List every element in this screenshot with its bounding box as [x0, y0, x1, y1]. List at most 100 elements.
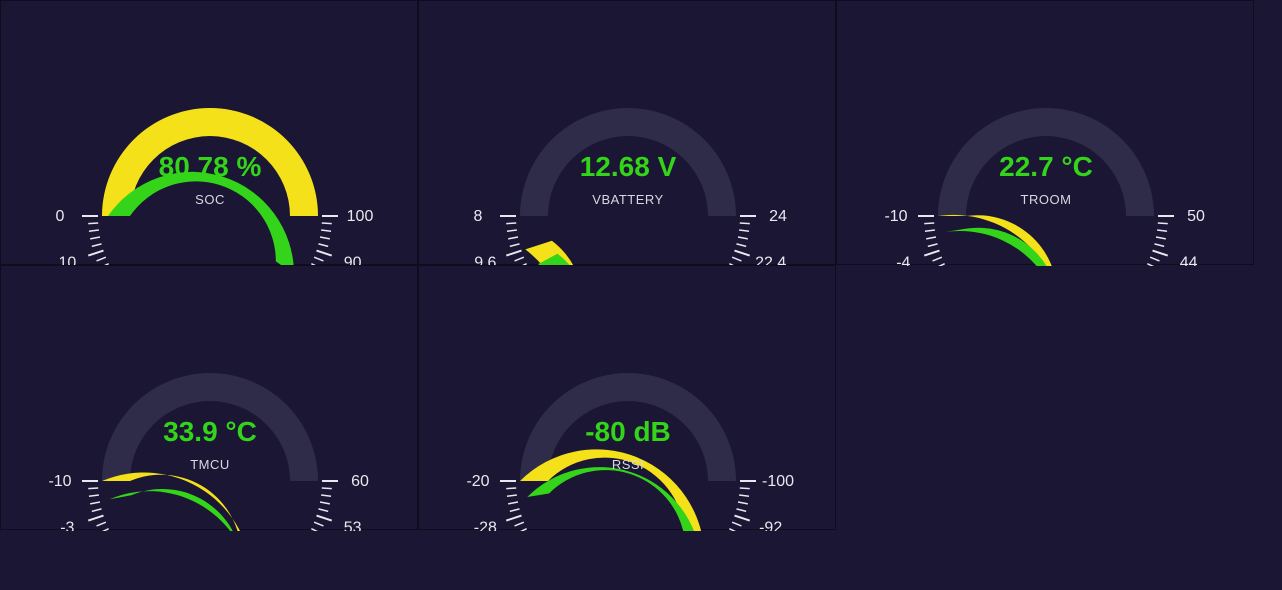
gauge-tick-label: -20 [466, 473, 489, 490]
gauge-minor-tick [510, 244, 520, 246]
gauge-major-tick [924, 251, 939, 256]
gauge-minor-tick [1150, 257, 1159, 261]
gauge-value: 22.7 °C [999, 151, 1093, 182]
gauge-minor-tick [736, 509, 746, 511]
gauge-minor-tick [507, 230, 517, 231]
gauge-tick-label: 0 [56, 208, 65, 225]
gauge-minor-tick [1157, 230, 1167, 231]
gauge-minor-tick [740, 223, 750, 224]
gauge-major-tick [88, 251, 103, 256]
gauge-minor-tick [510, 509, 520, 511]
gauge-minor-tick [515, 522, 524, 526]
gauge-minor-tick [732, 522, 741, 526]
gauge-tick-label: 100 [347, 208, 374, 225]
gauge-cell-soc: 010203040506070809010080.78 %SOC [0, 0, 418, 265]
gauge-major-tick [88, 516, 103, 521]
gauge-minor-tick [738, 237, 748, 239]
gauge-minor-tick [1154, 244, 1164, 246]
gauge-minor-tick [88, 488, 98, 489]
gauge-minor-tick [928, 244, 938, 246]
gauge-label: VBATTERY [592, 192, 663, 207]
gauge-major-tick [735, 516, 750, 521]
gauge-minor-tick [92, 509, 102, 511]
gauge-tick-label: 60 [351, 473, 369, 490]
gauge-cell-vbattery: 89.611.212.814.41617.619.220.822.42412.6… [418, 0, 836, 265]
gauge-minor-tick [89, 495, 99, 496]
gauge-minor-tick [314, 522, 323, 526]
gauge-minor-tick [507, 495, 517, 496]
gauge-tick-label: 44 [1180, 254, 1198, 266]
gauge-tick-label: -10 [48, 473, 71, 490]
gauge-tick-label: 24 [769, 208, 787, 225]
gauge-minor-tick [739, 230, 749, 231]
gauge-minor-tick [92, 244, 102, 246]
gauge-minor-tick [936, 264, 945, 266]
gauge-minor-tick [97, 257, 106, 261]
gauge-tick-label: 53 [344, 519, 362, 531]
gauge-major-tick [317, 516, 332, 521]
gauge-minor-tick [321, 230, 331, 231]
gauge-minor-tick [732, 257, 741, 261]
gauge-minor-tick [320, 502, 330, 504]
gauge-minor-tick [738, 502, 748, 504]
gauge-minor-tick [924, 223, 934, 224]
gauge-minor-tick [740, 488, 750, 489]
gauge-value: 33.9 °C [163, 416, 257, 447]
gauge-major-tick [317, 251, 332, 256]
gauge-green-band [108, 172, 294, 266]
gauge-value: 80.78 % [159, 151, 262, 182]
gauge-tick-label: -10 [884, 208, 907, 225]
gauge-minor-tick [311, 529, 320, 531]
gauge-minor-tick [729, 529, 738, 531]
gauge-minor-tick [515, 257, 524, 261]
gauge-minor-tick [89, 230, 99, 231]
gauge-label: RSSI [612, 457, 644, 472]
gauge-minor-tick [90, 502, 100, 504]
gauge-minor-tick [508, 502, 518, 504]
gauge-minor-tick [88, 223, 98, 224]
gauge-value: 12.68 V [580, 151, 677, 182]
gauge-minor-tick [97, 522, 106, 526]
gauge-major-tick [1153, 251, 1168, 256]
gauge-tick-label: -4 [896, 254, 910, 266]
gauge-minor-tick [736, 244, 746, 246]
gauge-label: TMCU [190, 457, 230, 472]
gauge-minor-tick [90, 237, 100, 239]
gauge-minor-tick [318, 244, 328, 246]
gauge-value: -80 dB [585, 416, 671, 447]
gauge-cell-troom: -10-4281420263238445022.7 °CTROOM [836, 0, 1254, 265]
gauge-tick-label: 8 [474, 208, 483, 225]
gauge-tick-label: -100 [762, 473, 794, 490]
gauge-yellow-band [102, 472, 252, 531]
gauge-major-tick [735, 251, 750, 256]
gauge-minor-tick [518, 529, 527, 531]
gauge-minor-tick [1156, 237, 1166, 239]
gauge-cell-tmcu: -10-34111825323946536033.9 °CTMCU [0, 265, 418, 530]
gauge-green-band [527, 467, 700, 531]
gauge-tick-label: -3 [60, 519, 74, 531]
gauge-minor-tick [739, 495, 749, 496]
gauge-tick-label: -28 [474, 519, 497, 531]
gauge-major-tick [506, 251, 521, 256]
gauge-tick-label: -92 [759, 519, 782, 531]
gauge-label: TROOM [1021, 192, 1072, 207]
gauge-green-band [110, 489, 250, 531]
gauge-yellow-band [938, 215, 1061, 266]
gauge-tick-label: 50 [1187, 208, 1205, 225]
gauge-grid: 010203040506070809010080.78 %SOC89.611.2… [0, 0, 1282, 530]
gauge-cell-rssi: -20-28-36-44-52-60-68-76-84-92-100-80 dB… [418, 265, 836, 530]
gauge-minor-tick [322, 488, 332, 489]
gauge-minor-tick [100, 529, 109, 531]
gauge-minor-tick [925, 230, 935, 231]
gauge-minor-tick [1158, 223, 1168, 224]
gauge-minor-tick [322, 223, 332, 224]
gauge-major-tick [506, 516, 521, 521]
gauge-minor-tick [508, 237, 518, 239]
gauge-minor-tick [320, 237, 330, 239]
gauge-minor-tick [314, 257, 323, 261]
gauge-minor-tick [321, 495, 331, 496]
gauge-label: SOC [195, 192, 225, 207]
gauge-minor-tick [926, 237, 936, 239]
gauge-minor-tick [933, 257, 942, 261]
gauge-minor-tick [318, 509, 328, 511]
